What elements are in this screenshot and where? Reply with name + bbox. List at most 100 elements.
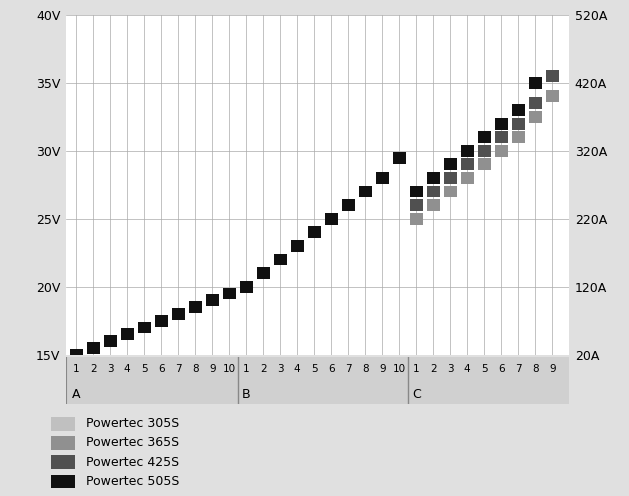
Bar: [376, 172, 389, 184]
Bar: [87, 342, 100, 354]
Bar: [478, 131, 491, 143]
Bar: [189, 301, 202, 313]
Bar: [155, 315, 168, 326]
Bar: [342, 199, 355, 211]
Text: 4: 4: [294, 364, 301, 374]
Text: 4: 4: [124, 364, 131, 374]
Bar: [376, 172, 389, 184]
Text: 3: 3: [277, 364, 284, 374]
Bar: [546, 90, 559, 102]
Bar: [291, 240, 304, 252]
Text: 7: 7: [175, 364, 182, 374]
Text: 4: 4: [464, 364, 470, 374]
Bar: [274, 253, 287, 265]
Bar: [274, 253, 287, 265]
Bar: [121, 328, 134, 340]
Bar: [155, 315, 168, 326]
Bar: [87, 342, 100, 354]
Bar: [409, 186, 423, 197]
Bar: [257, 267, 270, 279]
Bar: [87, 342, 100, 354]
Bar: [274, 253, 287, 265]
Bar: [495, 131, 508, 143]
Bar: [546, 2, 559, 14]
Bar: [308, 226, 321, 238]
Bar: [104, 335, 117, 347]
Bar: [172, 308, 185, 320]
Bar: [291, 240, 304, 252]
Bar: [546, 70, 559, 82]
Bar: [512, 118, 525, 129]
Bar: [359, 186, 372, 197]
Bar: [392, 152, 406, 164]
Bar: [223, 288, 236, 300]
Bar: [138, 321, 151, 333]
Text: Powertec 425S: Powertec 425S: [86, 456, 179, 469]
Bar: [87, 342, 100, 354]
Bar: [223, 288, 236, 300]
Bar: [189, 301, 202, 313]
Text: 8: 8: [362, 364, 369, 374]
Text: 5: 5: [141, 364, 148, 374]
Bar: [444, 172, 457, 184]
Bar: [444, 186, 457, 197]
Bar: [138, 321, 151, 333]
Text: 9: 9: [549, 364, 555, 374]
Bar: [461, 158, 474, 170]
Bar: [512, 104, 525, 116]
Text: 1: 1: [413, 364, 420, 374]
Text: 8: 8: [532, 364, 538, 374]
Bar: [461, 145, 474, 157]
Text: 7: 7: [515, 364, 521, 374]
Bar: [392, 152, 406, 164]
Bar: [51, 436, 75, 450]
Bar: [70, 349, 82, 361]
Text: 2: 2: [90, 364, 97, 374]
Text: 2: 2: [260, 364, 267, 374]
Text: 10: 10: [223, 364, 236, 374]
Bar: [325, 213, 338, 225]
Bar: [206, 294, 219, 306]
Bar: [409, 213, 423, 225]
Bar: [291, 240, 304, 252]
Bar: [172, 308, 185, 320]
Bar: [529, 111, 542, 123]
Bar: [70, 349, 82, 361]
Bar: [206, 294, 219, 306]
Text: 1: 1: [73, 364, 79, 374]
Bar: [51, 455, 75, 469]
Bar: [240, 281, 253, 293]
Bar: [359, 186, 372, 197]
Bar: [342, 199, 355, 211]
Bar: [189, 301, 202, 313]
Bar: [444, 158, 457, 170]
Bar: [512, 131, 525, 143]
Bar: [240, 281, 253, 293]
Bar: [138, 321, 151, 333]
Bar: [376, 172, 389, 184]
Bar: [392, 152, 406, 164]
Bar: [223, 288, 236, 300]
Bar: [495, 145, 508, 157]
Bar: [308, 226, 321, 238]
Text: B: B: [242, 388, 250, 401]
Bar: [51, 475, 75, 489]
Text: Powertec 505S: Powertec 505S: [86, 475, 179, 488]
Text: 6: 6: [328, 364, 335, 374]
Text: 5: 5: [481, 364, 487, 374]
Bar: [359, 186, 372, 197]
Text: C: C: [412, 388, 421, 401]
Bar: [342, 199, 355, 211]
Bar: [189, 301, 202, 313]
Text: 10: 10: [392, 364, 406, 374]
Text: 8: 8: [192, 364, 199, 374]
Bar: [427, 172, 440, 184]
Bar: [51, 417, 75, 431]
Bar: [121, 328, 134, 340]
Bar: [359, 186, 372, 197]
Bar: [325, 213, 338, 225]
Bar: [172, 308, 185, 320]
Bar: [529, 97, 542, 109]
Bar: [70, 349, 82, 361]
Bar: [308, 226, 321, 238]
